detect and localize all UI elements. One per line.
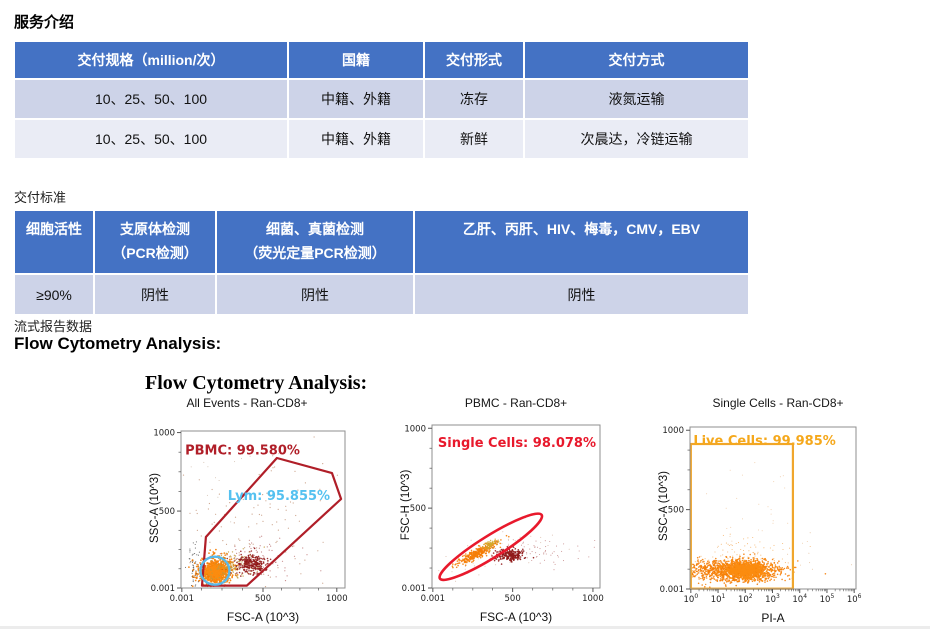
standard-header-mycoplasma: 支原体检测 （PCR检测） — [93, 209, 217, 275]
x-tick-label: 103 — [765, 593, 780, 605]
standard-header-viability: 细胞活性 — [13, 209, 95, 275]
gate-label: Lym: 95.855% — [228, 489, 330, 504]
table-row: ≥90% 阴性 阴性 阴性 — [13, 273, 750, 316]
y-tick-label: 0.001 — [660, 585, 684, 595]
scatter-plot: Live Cells: 99.985% 100 101 102 103 104 105 106… — [646, 419, 880, 640]
gate-label: PBMC: 99.580% — [185, 444, 300, 459]
x-tick-label: 102 — [738, 593, 753, 605]
scatter-points — [438, 517, 596, 582]
standard-table: 细胞活性 支原体检测 （PCR检测） 细菌、真菌检测 （荧光定量PCR检测） 乙… — [13, 209, 750, 316]
x-axis-label: FSC-A (10^3) — [479, 610, 553, 624]
table-cell: 10、25、50、100 — [13, 118, 289, 160]
table-cell: 冻存 — [423, 78, 525, 120]
gate-ellipse — [438, 512, 544, 582]
service-header-form: 交付形式 — [423, 40, 525, 80]
table-cell: 中籍、外籍 — [287, 78, 425, 120]
service-header-method: 交付方式 — [523, 40, 750, 80]
scatter-canvas: Single Cells: 98.078% 0.001 500 1000 1000 500… — [402, 424, 604, 604]
table-cell: 阴性 — [413, 273, 750, 316]
x-tick-label: 500 — [505, 594, 521, 604]
gate-label: Single Cells: 98.078% — [438, 436, 596, 451]
scatter-canvas: Live Cells: 99.985% 100 101 102 103 104 105 106… — [660, 426, 862, 605]
x-tick-label: 106 — [847, 593, 862, 605]
figure-title: Flow Cytometry Analysis: — [145, 372, 368, 394]
table-cell: 新鲜 — [423, 118, 525, 160]
gate-ellipse — [199, 555, 231, 586]
standard-header-bacteria: 细菌、真菌检测 （荧光定量PCR检测） — [215, 209, 415, 275]
x-tick-label: 104 — [792, 593, 807, 605]
table-cell: 阴性 — [93, 273, 217, 316]
scatter-points — [690, 462, 853, 588]
service-header-spec: 交付规格（million/次） — [13, 40, 289, 80]
plot-title: All Events - Ran-CD8+ — [186, 396, 308, 410]
standard-table-header-row: 细胞活性 支原体检测 （PCR检测） 细菌、真菌检测 （荧光定量PCR检测） 乙… — [13, 209, 750, 275]
page-bottom-divider — [0, 626, 930, 629]
flow-analysis-heading: Flow Cytometry Analysis: — [14, 334, 222, 353]
table-cell: 10、25、50、100 — [13, 78, 289, 120]
table-cell: 阴性 — [215, 273, 415, 316]
x-tick-label: 0.001 — [170, 594, 194, 604]
table-cell: 液氮运输 — [523, 78, 750, 120]
x-axis-label: FSC-A (10^3) — [226, 610, 300, 624]
y-tick-label: 0.001 — [151, 584, 175, 594]
plot-title: PBMC - Ran-CD8+ — [464, 396, 568, 410]
service-header-nationality: 国籍 — [287, 40, 425, 80]
x-tick-label: 105 — [820, 593, 835, 605]
x-tick-label: 1000 — [326, 594, 348, 604]
y-tick-label: 500 — [159, 507, 175, 517]
table-row: 10、25、50、100 中籍、外籍 新鲜 次晨达，冷链运输 — [13, 118, 750, 160]
scatter-plot: Single Cells: 98.078% 0.001 500 1000 1000 500… — [388, 417, 624, 639]
plot-border — [431, 424, 601, 589]
scatter-plot: PBMC: 99.580% Lym: 95.855% 0.001 500 1000 100… — [137, 423, 369, 639]
x-tick-label: 0.001 — [421, 594, 445, 604]
standard-header-virus: 乙肝、丙肝、HIV、梅毒，CMV，EBV — [413, 209, 750, 275]
table-cell: 中籍、外籍 — [287, 118, 425, 160]
page-title: 服务介绍 — [14, 14, 75, 31]
plot-title: Single Cells - Ran-CD8+ — [712, 396, 844, 410]
x-tick-label: 100 — [684, 593, 699, 605]
y-tick-label: 1000 — [404, 424, 426, 434]
gate-polygon — [200, 456, 343, 587]
scatter-canvas: PBMC: 99.580% Lym: 95.855% 0.001 500 1000 100… — [151, 429, 348, 604]
y-tick-label: 0.001 — [402, 584, 426, 594]
table-row: 10、25、50、100 中籍、外籍 冻存 液氮运输 — [13, 78, 750, 120]
table-cell: ≥90% — [13, 273, 95, 316]
gate-label: Live Cells: 99.985% — [693, 434, 835, 449]
y-tick-label: 500 — [668, 506, 684, 516]
delivery-standard-label: 交付标准 — [14, 190, 67, 205]
y-tick-label: 1000 — [662, 426, 684, 436]
service-table-header-row: 交付规格（million/次） 国籍 交付形式 交付方式 — [13, 40, 750, 80]
x-tick-label: 500 — [255, 594, 271, 604]
scatter-points — [182, 436, 338, 588]
x-tick-label: 1000 — [582, 594, 604, 604]
flow-report-label: 流式报告数据 — [14, 319, 93, 334]
table-cell: 次晨达，冷链运输 — [523, 118, 750, 160]
x-tick-label: 101 — [711, 593, 726, 605]
service-table: 交付规格（million/次） 国籍 交付形式 交付方式 10、25、50、10… — [13, 40, 750, 160]
y-tick-label: 500 — [410, 504, 426, 514]
y-tick-label: 1000 — [153, 429, 175, 439]
x-axis-label: PI-A — [761, 611, 785, 625]
